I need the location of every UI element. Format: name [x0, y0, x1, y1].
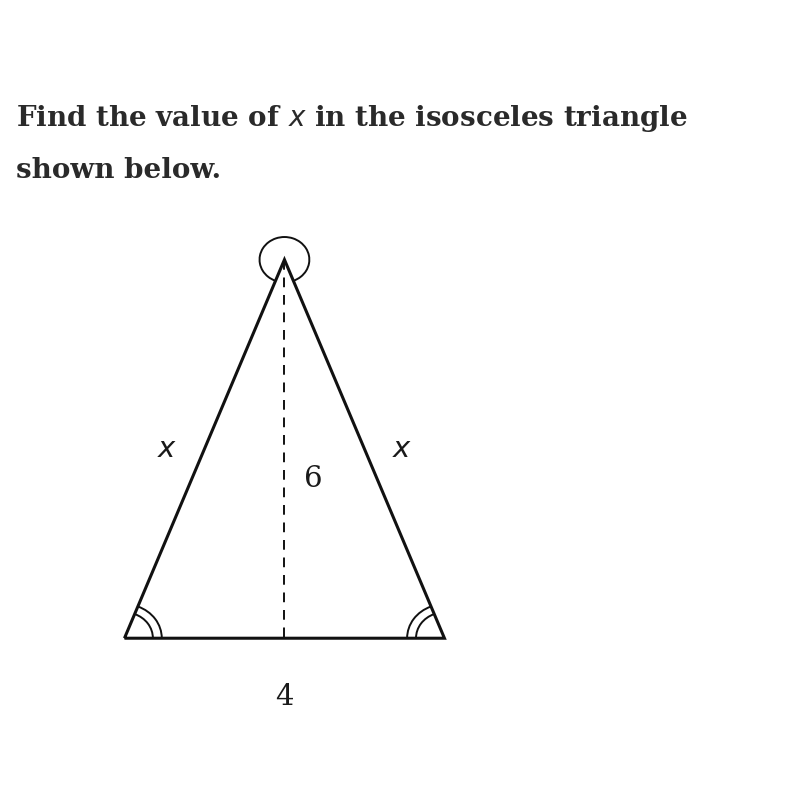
Text: 4: 4: [275, 682, 294, 710]
Text: ‹: ‹: [26, 19, 38, 53]
Text: Geometry: Unit test: Geometry: Unit test: [252, 23, 548, 49]
Text: $x$: $x$: [157, 435, 178, 463]
Text: 6: 6: [304, 466, 322, 494]
Text: Find the value of $x$ in the isosceles triangle: Find the value of $x$ in the isosceles t…: [16, 102, 687, 134]
Text: shown below.: shown below.: [16, 157, 221, 184]
Text: $x$: $x$: [392, 435, 412, 463]
